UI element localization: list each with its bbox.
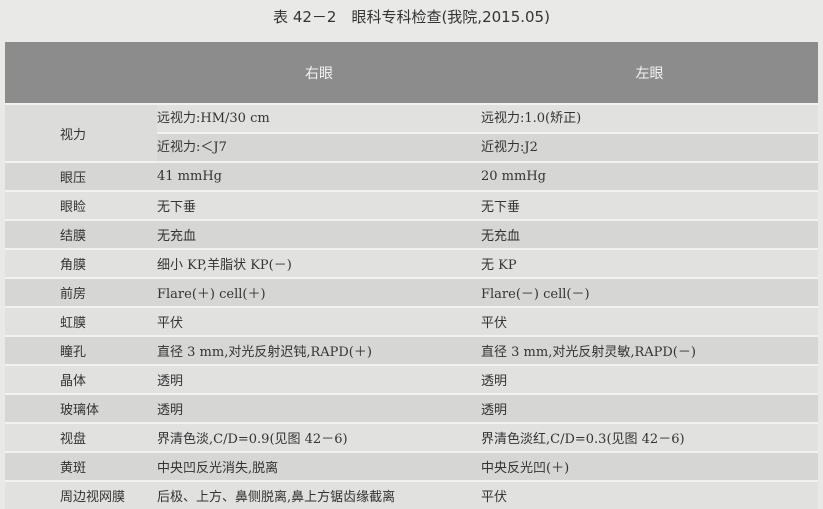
left-eye-value: 中央反光凹(＋) [481, 451, 818, 481]
table-caption: 表 42－2 眼科专科检查(我院,2015.05) [273, 8, 550, 26]
row-label: 视盘 [5, 422, 157, 452]
right-acuity: 远视力:HM/30 cm 近视力:＜J7 [157, 103, 481, 162]
right-near-acuity: 近视力:＜J7 [157, 132, 481, 161]
header-right-eye: 右眼 [157, 42, 481, 104]
row-label: 眼睑 [5, 190, 157, 220]
table-row: 结膜 无充血 无充血 [5, 219, 818, 249]
row-label: 视力 [5, 103, 157, 162]
row-label: 眼压 [5, 161, 157, 191]
row-label: 晶体 [5, 364, 157, 394]
right-eye-value: 透明 [157, 393, 481, 423]
right-eye-value: 后极、上方、鼻侧脱离,鼻上方锯齿缘截离 [157, 480, 481, 509]
table-row: 角膜 细小 KP,羊脂状 KP(－) 无 KP [5, 248, 818, 278]
table-row: 周边视网膜 后极、上方、鼻侧脱离,鼻上方锯齿缘截离 平伏 [5, 480, 818, 509]
right-eye-value: 直径 3 mm,对光反射迟钝,RAPD(＋) [157, 335, 481, 365]
right-eye-value: 41 mmHg [157, 161, 481, 191]
header-left-eye: 左眼 [481, 42, 818, 104]
right-eye-value: 界清色淡,C/D=0.9(见图 42－6) [157, 422, 481, 452]
right-eye-value: 细小 KP,羊脂状 KP(－) [157, 248, 481, 278]
header-row: 右眼 左眼 [5, 42, 818, 104]
table-row: 瞳孔 直径 3 mm,对光反射迟钝,RAPD(＋) 直径 3 mm,对光反射灵敏,R… [5, 335, 818, 365]
left-eye-value: 平伏 [481, 306, 818, 336]
row-label: 黄斑 [5, 451, 157, 481]
header-blank [5, 42, 157, 104]
left-eye-value: 界清色淡红,C/D=0.3(见图 42－6) [481, 422, 818, 452]
table-row: 前房 Flare(＋) cell(＋) Flare(－) cell(－) [5, 277, 818, 307]
table-row: 虹膜 平伏 平伏 [5, 306, 818, 336]
eye-exam-table: 右眼 左眼 视力 远视力:HM/30 cm 近视力:＜J7 远视力:1.0(矫正… [5, 42, 818, 509]
table-row: 眼压 41 mmHg 20 mmHg [5, 161, 818, 191]
table-row-acuity: 视力 远视力:HM/30 cm 近视力:＜J7 远视力:1.0(矫正) 近视力:… [5, 103, 818, 162]
right-eye-value: 无充血 [157, 219, 481, 249]
left-acuity: 远视力:1.0(矫正) 近视力:J2 [481, 103, 818, 162]
row-label: 瞳孔 [5, 335, 157, 365]
right-distance-acuity: 远视力:HM/30 cm [157, 105, 481, 132]
table-row: 眼睑 无下垂 无下垂 [5, 190, 818, 220]
left-eye-value: Flare(－) cell(－) [481, 277, 818, 307]
left-eye-value: 透明 [481, 364, 818, 394]
right-eye-value: 平伏 [157, 306, 481, 336]
row-label: 周边视网膜 [5, 480, 157, 509]
left-distance-acuity: 远视力:1.0(矫正) [481, 105, 818, 132]
table-row: 黄斑 中央凹反光消失,脱离 中央反光凹(＋) [5, 451, 818, 481]
left-near-acuity: 近视力:J2 [481, 132, 818, 161]
left-eye-value: 无充血 [481, 219, 818, 249]
left-eye-value: 无下垂 [481, 190, 818, 220]
row-label: 虹膜 [5, 306, 157, 336]
left-eye-value: 平伏 [481, 480, 818, 509]
left-eye-value: 20 mmHg [481, 161, 818, 191]
left-eye-value: 透明 [481, 393, 818, 423]
row-label: 玻璃体 [5, 393, 157, 423]
row-label: 结膜 [5, 219, 157, 249]
row-label: 前房 [5, 277, 157, 307]
right-eye-value: 无下垂 [157, 190, 481, 220]
left-eye-value: 无 KP [481, 248, 818, 278]
right-eye-value: Flare(＋) cell(＋) [157, 277, 481, 307]
right-eye-value: 中央凹反光消失,脱离 [157, 451, 481, 481]
table-row: 视盘 界清色淡,C/D=0.9(见图 42－6) 界清色淡红,C/D=0.3(见图 … [5, 422, 818, 452]
row-label: 角膜 [5, 248, 157, 278]
table-row: 玻璃体 透明 透明 [5, 393, 818, 423]
right-eye-value: 透明 [157, 364, 481, 394]
left-eye-value: 直径 3 mm,对光反射灵敏,RAPD(－) [481, 335, 818, 365]
table-row: 晶体 透明 透明 [5, 364, 818, 394]
